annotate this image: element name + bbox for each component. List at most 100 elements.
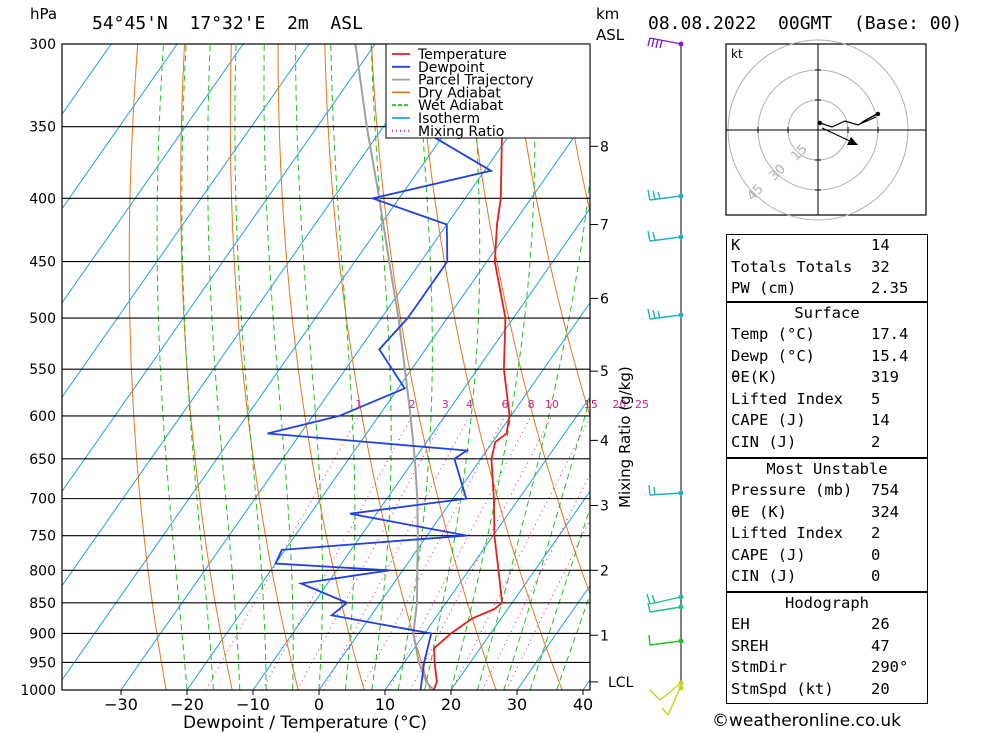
plot-frame xyxy=(61,43,591,691)
height-tick-label: 2 xyxy=(600,563,609,579)
km-unit-label: km xyxy=(596,5,619,23)
height-tick-label: LCL xyxy=(608,675,634,691)
isotherm-line xyxy=(62,44,376,493)
sounding-profiles xyxy=(267,44,511,690)
index-label: Temp (°C) xyxy=(731,325,815,343)
mixing-ratio-label: 15 xyxy=(584,398,598,411)
surface-box: Surface Temp (°C) 17.4 Dewp (°C) 15.4 θE(K) 3… xyxy=(726,302,928,458)
index-row: Pressure (mb) 754 xyxy=(727,480,927,502)
index-row: K 14 xyxy=(727,235,927,257)
index-label: StmSpd (kt) xyxy=(731,679,834,698)
mixing-ratio-labels: 1 2 3 4 6 8 10 15 20 25 xyxy=(355,398,649,411)
index-row: θE (K) 324 xyxy=(727,502,927,524)
dewpoint-profile xyxy=(267,44,506,690)
isotherm-line xyxy=(62,44,178,210)
dry-adiabat-line xyxy=(933,44,1000,690)
index-row: StmDir 290° xyxy=(727,657,927,679)
index-label: Lifted Index xyxy=(731,389,843,408)
hodograph-title: Hodograph xyxy=(785,594,869,612)
mixing-ratio-axis-label: Mixing Ratio (g/kg) xyxy=(616,366,634,508)
hodograph-indices: EH 26 SREH 47 StmDir 290° StmSpd (kt) 20 xyxy=(727,614,927,700)
mixing-ratio-label: 25 xyxy=(635,398,649,411)
wet-adiabat-line xyxy=(424,44,481,690)
index-label: StmDir xyxy=(731,658,787,677)
temperature-tick-label: 40 xyxy=(573,695,593,714)
index-value: 2 xyxy=(871,524,881,543)
mixing-ratio-line xyxy=(387,415,532,690)
index-value: 2.35 xyxy=(871,279,909,298)
height-tick-label: 6 xyxy=(600,291,609,307)
index-value: 754 xyxy=(871,481,899,499)
index-label: EH xyxy=(731,615,750,633)
most-unstable-title: Most Unstable xyxy=(766,460,888,478)
wet-adiabat-line xyxy=(476,175,590,690)
isotherm-line xyxy=(62,44,244,304)
pressure-tick-label: 950 xyxy=(29,655,56,671)
temperature-tick-label: 10 xyxy=(375,695,395,714)
isotherm-line xyxy=(120,44,574,690)
mixing-ratio-line xyxy=(451,416,590,690)
index-value: 47 xyxy=(871,636,890,655)
index-row: Lifted Index 2 xyxy=(727,523,927,545)
pressure-tick-label: 650 xyxy=(29,452,56,468)
index-row: CAPE (J) 0 xyxy=(727,545,927,567)
general-indices: K 14 Totals Totals 32 PW (cm) 2.35 xyxy=(727,235,927,300)
surface-title: Surface xyxy=(794,304,860,322)
wind-barb-850 xyxy=(646,593,684,613)
index-row: SREH 47 xyxy=(727,636,927,658)
pressure-unit-label: hPa xyxy=(30,5,57,23)
asl-label: ASL xyxy=(596,26,625,44)
index-label: θE (K) xyxy=(731,502,787,521)
wind-profile xyxy=(646,37,684,716)
hodograph-stats-box: Hodograph EH 26 SREH 47 StmDir 290° StmSpd (kt… xyxy=(726,592,928,704)
isotherm-line xyxy=(252,207,590,690)
index-label: CAPE (J) xyxy=(731,411,806,430)
legend-entry: Parcel Trajectory xyxy=(418,73,534,89)
isotherm-line xyxy=(186,113,590,690)
pressure-tick-label: 350 xyxy=(29,120,56,136)
pressure-tick-label: 700 xyxy=(29,492,56,508)
mixing-ratio-label: 3 xyxy=(442,398,449,411)
wet-adiabat-line xyxy=(263,44,294,690)
index-value: 0 xyxy=(871,567,881,586)
mixing-ratio-label: 10 xyxy=(545,398,559,411)
legend-entry: Temperature xyxy=(417,47,507,63)
index-row: Temp (°C) 17.4 xyxy=(727,324,927,346)
x-axis-label: Dewpoint / Temperature (°C) xyxy=(183,713,427,733)
index-label: Lifted Index xyxy=(731,524,843,543)
mixing-ratio-label: 4 xyxy=(466,398,473,411)
index-row: θE(K) 319 xyxy=(727,367,927,389)
index-label: CIN (J) xyxy=(731,567,797,586)
index-row: CIN (J) 2 xyxy=(727,432,927,454)
pressure-tick-label: 850 xyxy=(29,596,56,612)
height-tick-label: 4 xyxy=(600,433,609,449)
wind-barb-925 xyxy=(648,634,684,646)
index-label: CAPE (J) xyxy=(731,545,806,564)
height-tick-label: 5 xyxy=(600,364,609,380)
isotherm-line xyxy=(450,490,590,690)
temperature-profile xyxy=(432,44,511,690)
dry-adiabat-line xyxy=(324,44,431,690)
most-unstable-indices: Pressure (mb) 754 θE (K) 324 Lifted Index 2 CA… xyxy=(727,480,927,588)
wind-barb-700 xyxy=(648,484,684,496)
index-label: K xyxy=(731,236,741,254)
index-value: 20 xyxy=(871,679,890,698)
index-value: 324 xyxy=(871,502,899,521)
index-value: 14 xyxy=(871,236,890,254)
wind-barb-1000 xyxy=(649,680,684,716)
wet-adiabat-line xyxy=(234,44,267,690)
surface-indices: Temp (°C) 17.4 Dewp (°C) 15.4 θE(K) 319 Lifted… xyxy=(727,324,927,454)
index-row: CIN (J) 0 xyxy=(727,566,927,588)
temperature-axis: −30 −20 −10 0 10 20 30 40 xyxy=(104,690,593,714)
general-indices-box: K 14 Totals Totals 32 PW (cm) 2.35 xyxy=(726,234,928,302)
storm-motion-arrow xyxy=(821,127,853,143)
storm-motion-arrowhead xyxy=(847,137,858,145)
temperature-tick-label: −30 xyxy=(104,695,138,714)
isotherm-line xyxy=(62,44,442,587)
index-row: EH 26 xyxy=(727,614,927,636)
wet-adiabat-line xyxy=(556,593,590,690)
index-row: PW (cm) 2.35 xyxy=(727,278,927,300)
index-value: 32 xyxy=(871,257,890,276)
index-label: Totals Totals xyxy=(731,257,853,276)
